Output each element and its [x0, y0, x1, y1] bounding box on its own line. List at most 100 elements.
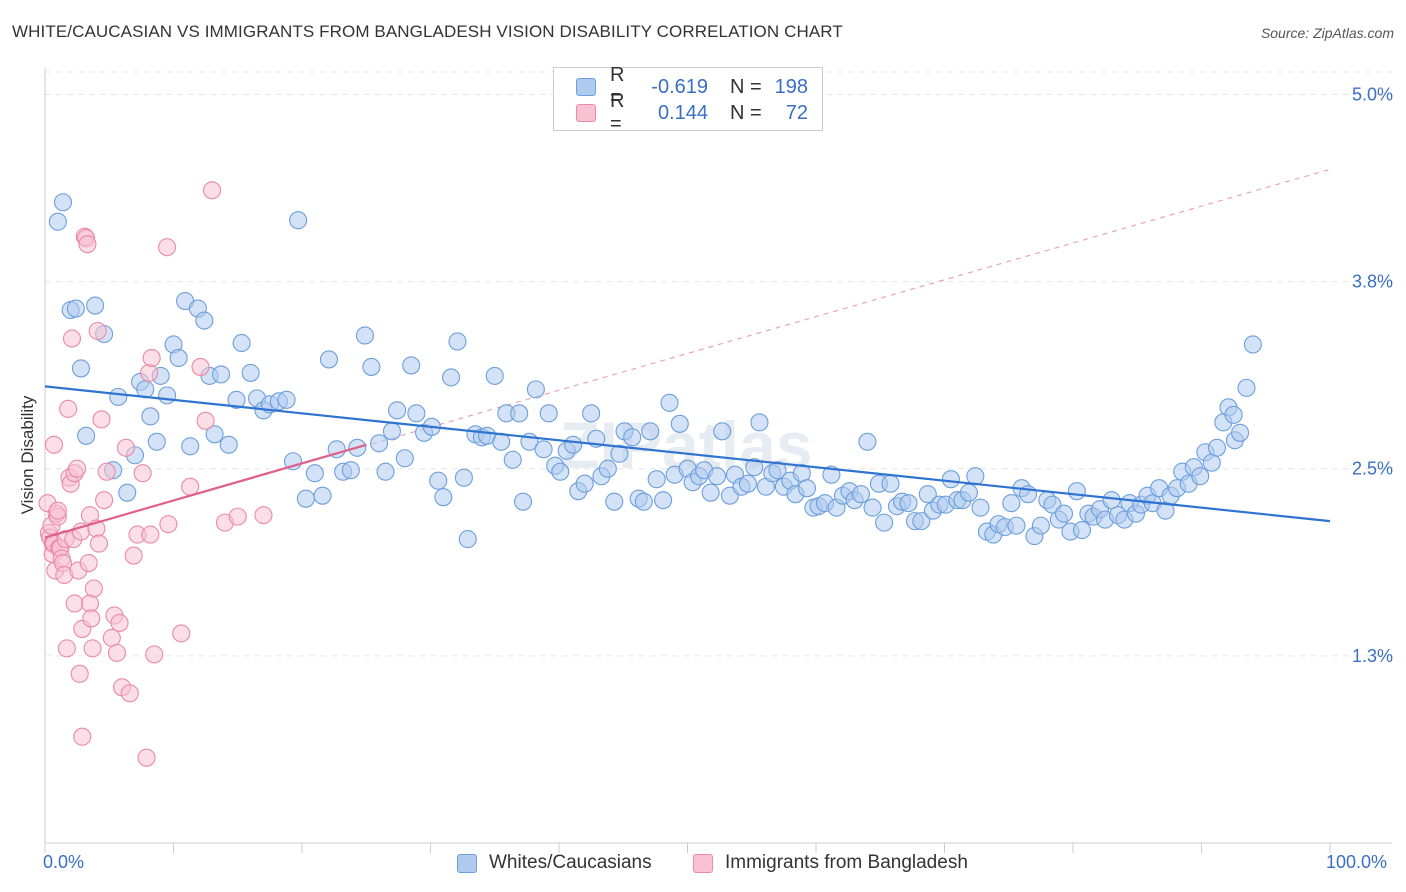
data-point-whites [169, 348, 188, 367]
data-point-bangladesh [89, 534, 109, 553]
data-point-whites [654, 491, 673, 510]
data-point-whites [376, 462, 395, 481]
data-point-whites [750, 413, 769, 432]
y-tick-label: 5.0% [1352, 84, 1393, 104]
data-point-whites [822, 465, 841, 484]
data-point-whites [296, 489, 315, 508]
data-point-whites [701, 483, 720, 502]
y-tick-label: 2.5% [1352, 459, 1393, 479]
data-point-whites [966, 467, 985, 486]
data-point-bangladesh [97, 462, 116, 481]
data-point-whites [1207, 438, 1226, 457]
data-point-bangladesh [159, 515, 178, 534]
data-point-whites [388, 401, 407, 420]
data-point-whites [513, 492, 533, 511]
data-point-bangladesh [48, 501, 67, 520]
data-point-bangladesh [181, 477, 200, 496]
data-point-bangladesh [92, 410, 111, 429]
legend-item-bangladesh[interactable]: Immigrants from Bangladesh [693, 852, 968, 874]
data-point-whites [534, 440, 553, 459]
data-point-whites [458, 530, 477, 549]
data-point-whites [442, 368, 461, 387]
data-point-whites [1237, 378, 1256, 397]
data-point-whites [768, 461, 787, 480]
data-point-whites [623, 428, 642, 447]
data-point-whites [641, 422, 660, 441]
data-point-bangladesh [254, 506, 273, 525]
data-point-bangladesh [203, 181, 222, 200]
data-point-whites [912, 512, 931, 531]
data-point-whites [53, 193, 73, 212]
data-point-whites [219, 435, 238, 454]
data-point-whites [86, 296, 105, 315]
data-point-whites [713, 422, 732, 441]
data-point-whites [485, 366, 504, 385]
data-point-whites [899, 494, 918, 513]
data-point-whites [454, 468, 473, 487]
data-point-whites [941, 470, 960, 489]
data-point-whites [1202, 453, 1221, 472]
data-point-bangladesh [140, 363, 159, 382]
data-point-whites [1067, 482, 1086, 501]
data-point-whites [875, 513, 894, 532]
data-point-whites [598, 459, 617, 478]
data-point-whites [610, 444, 629, 463]
data-point-bangladesh [84, 579, 103, 598]
data-point-whites [241, 363, 260, 382]
data-point-bangladesh [65, 594, 84, 613]
legend-item-whites[interactable]: Whites/Caucasians [457, 852, 652, 874]
r-value: -0.619 [651, 75, 708, 98]
data-point-whites [158, 386, 177, 405]
data-point-whites [1243, 335, 1262, 354]
data-point-whites [670, 414, 689, 433]
data-point-bangladesh [44, 435, 64, 454]
data-point-bangladesh [141, 525, 160, 544]
data-point-whites [319, 350, 339, 369]
legend-swatch-bangladesh [693, 853, 713, 873]
legend-label-whites: Whites/Caucasians [489, 852, 652, 873]
data-point-whites [851, 485, 871, 504]
data-point-whites [355, 326, 375, 345]
data-point-whites [434, 488, 453, 507]
data-point-bangladesh [82, 609, 101, 628]
data-point-whites [195, 311, 214, 330]
data-point-bangladesh [59, 399, 78, 418]
data-point-whites [227, 390, 246, 409]
data-point-whites [1072, 521, 1092, 540]
stats-row-whites: R = -0.619 N = 198 [576, 64, 808, 109]
trend-line-whites [44, 385, 1331, 523]
data-point-whites [407, 404, 426, 423]
data-point-whites [510, 404, 529, 423]
data-point-bangladesh [145, 645, 164, 664]
stats-row-bangladesh: R = 0.144 N = 72 [576, 90, 808, 135]
data-point-whites [429, 471, 448, 490]
data-point-bangladesh [62, 329, 82, 348]
legend-swatch-whites [457, 853, 477, 873]
data-point-whites [575, 474, 594, 493]
stats-legend: R = -0.619 N = 198 R = 0.144 N = 72 [553, 64, 823, 135]
data-point-whites [118, 483, 137, 502]
data-point-whites [109, 387, 128, 406]
chart-title: WHITE/CAUCASIAN VS IMMIGRANTS FROM BANGL… [12, 22, 843, 41]
data-point-whites [582, 404, 601, 423]
data-point-whites [77, 426, 96, 445]
y-tick-labels: 1.3% 2.5% 3.8% 5.0% [1352, 84, 1393, 665]
data-point-whites [797, 479, 817, 498]
data-point-whites [211, 365, 231, 384]
data-point-whites [526, 380, 545, 399]
data-point-whites [382, 422, 402, 441]
data-point-whites [539, 404, 558, 423]
data-point-whites [370, 434, 389, 453]
trend-line-bangladesh [44, 443, 367, 539]
data-point-whites [1224, 405, 1243, 424]
legend-label-bangladesh: Immigrants from Bangladesh [725, 852, 968, 873]
data-point-whites [863, 498, 882, 517]
data-point-whites [660, 393, 679, 412]
grid-lines [45, 71, 1392, 657]
chart-source: Source: ZipAtlas.com [1260, 25, 1394, 41]
data-point-bangladesh [79, 553, 98, 573]
series-bangladesh-points [38, 181, 273, 767]
r-label: R = [610, 90, 625, 135]
data-point-whites [738, 474, 757, 493]
